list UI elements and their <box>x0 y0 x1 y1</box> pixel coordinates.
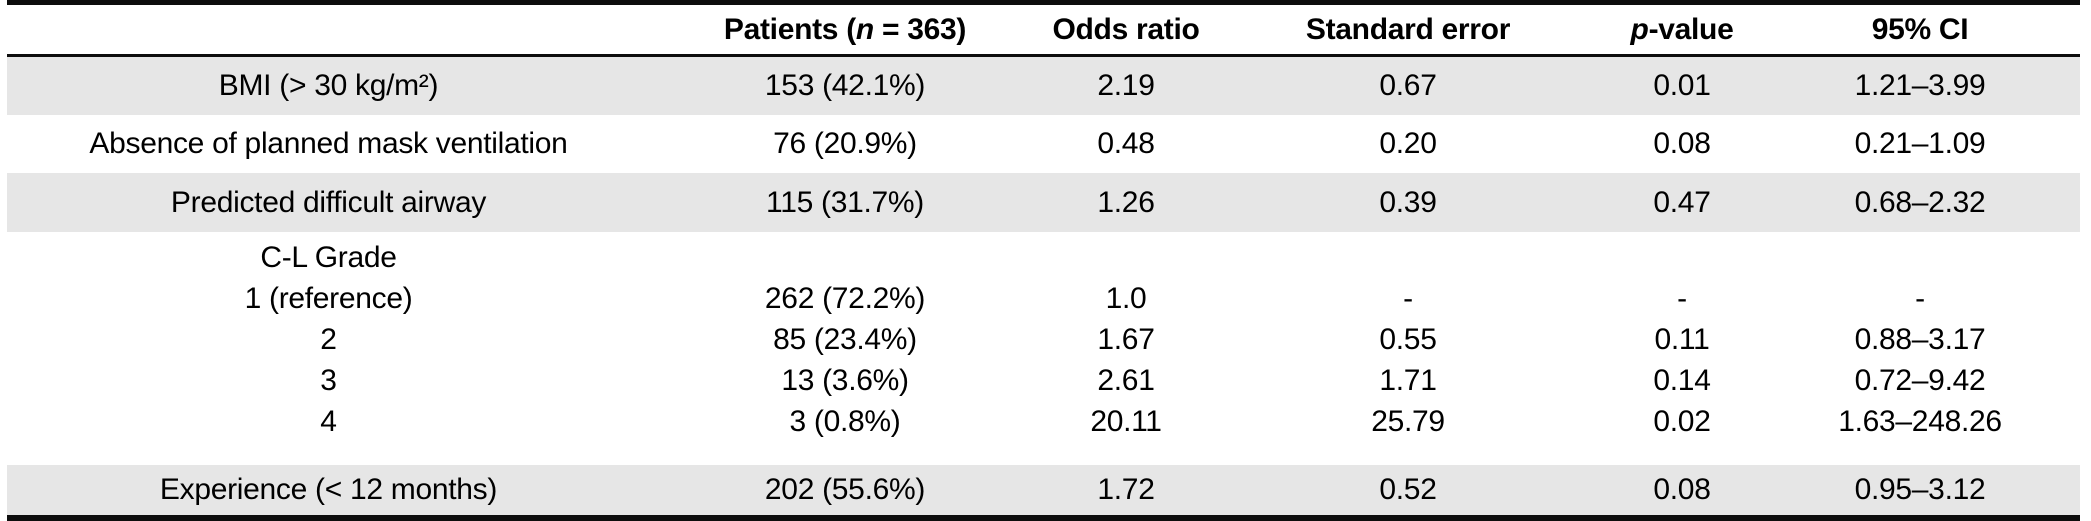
table-row-mask-ventilation: Absence of planned mask ventilation 76 (… <box>7 115 2080 173</box>
p-value-header-text: -value <box>1648 12 1734 46</box>
group-value-line: 0.72–9.42 <box>1854 364 1986 397</box>
group-value-line: 13 (3.6%) <box>781 364 909 397</box>
standard-error-cell: 0.52 <box>1212 465 1604 521</box>
odds-ratio-cell: 1.72 <box>1040 465 1212 521</box>
table-container: Patients (n = 363) Odds ratio Standard e… <box>7 0 2080 521</box>
group-value-line: 262 (72.2%) <box>764 282 926 315</box>
odds-ratio-cell: 2.19 <box>1040 55 1212 115</box>
group-value-line: 1.63–248.26 <box>1838 405 2002 438</box>
group-label-line: 4 <box>320 405 337 438</box>
p-value-header-p-italic: p <box>1630 12 1649 46</box>
patients-header-n-italic: n <box>855 12 874 46</box>
patients-cell: 115 (31.7%) <box>650 173 1040 232</box>
ci-cell: 0.68–2.32 <box>1760 173 2080 232</box>
col-header-odds-ratio: Odds ratio <box>1040 2 1212 57</box>
group-label-line: 3 <box>320 364 337 397</box>
p-value-cell: 0.01 <box>1604 55 1760 115</box>
patients-cell: 202 (55.6%) <box>650 465 1040 521</box>
group-value-line: - <box>1915 282 1925 315</box>
group-value-line <box>1760 237 2080 278</box>
patients-cell: 153 (42.1%) <box>650 55 1040 115</box>
table-row-bmi: BMI (> 30 kg/m²) 153 (42.1%) 2.19 0.67 0… <box>7 55 2080 115</box>
row-label: Experience (< 12 months) <box>7 465 650 521</box>
group-value-line <box>1040 237 1212 278</box>
group-value-line: 0.55 <box>1379 323 1437 356</box>
group-value-line: 1.67 <box>1097 323 1155 356</box>
group-label-line: 2 <box>320 323 337 356</box>
row-label: Absence of planned mask ventilation <box>7 115 650 173</box>
table-row-difficult-airway: Predicted difficult airway 115 (31.7%) 1… <box>7 173 2080 232</box>
col-header-p-value: p-value <box>1604 2 1760 57</box>
group-value-line: 1.71 <box>1379 364 1437 397</box>
header-row: Patients (n = 363) Odds ratio Standard e… <box>7 2 2080 57</box>
patients-cell-group: 262 (72.2%) 85 (23.4%) 13 (3.6%) 3 (0.8%… <box>650 232 1040 465</box>
group-value-line: 85 (23.4%) <box>773 323 917 356</box>
group-value-line <box>650 237 1040 278</box>
group-value-line: 25.79 <box>1371 405 1445 438</box>
ci-cell: 0.21–1.09 <box>1760 115 2080 173</box>
group-value-line: 0.11 <box>1654 323 1710 356</box>
ci-cell: 1.21–3.99 <box>1760 55 2080 115</box>
standard-error-cell: 0.20 <box>1212 115 1604 173</box>
group-value-line: 0.14 <box>1653 364 1711 397</box>
standard-error-cell: 0.39 <box>1212 173 1604 232</box>
group-value-line: - <box>1403 282 1413 315</box>
col-header-standard-error: Standard error <box>1212 2 1604 57</box>
ci-cell-group: - 0.88–3.17 0.72–9.42 1.63–248.26 <box>1760 232 2080 465</box>
patients-header-text: Patients ( <box>723 12 856 46</box>
group-value-line <box>1604 237 1760 278</box>
odds-ratio-cell: 1.26 <box>1040 173 1212 232</box>
p-value-cell: 0.08 <box>1604 115 1760 173</box>
group-value-line: 1.0 <box>1105 282 1147 315</box>
group-value-line: 20.11 <box>1090 405 1162 438</box>
table-row-experience: Experience (< 12 months) 202 (55.6%) 1.7… <box>7 465 2080 521</box>
group-value-line: 2.61 <box>1097 364 1155 397</box>
group-value-line: - <box>1677 282 1687 315</box>
col-header-patients: Patients (n = 363) <box>650 2 1040 57</box>
standard-error-cell: 0.67 <box>1212 55 1604 115</box>
odds-ratio-cell-group: 1.0 1.67 2.61 20.11 <box>1040 232 1212 465</box>
col-header-empty <box>7 2 650 57</box>
odds-ratio-cell: 0.48 <box>1040 115 1212 173</box>
group-label-line: 1 (reference) <box>244 282 413 315</box>
patients-header-count: = 363) <box>873 12 967 46</box>
group-value-line <box>1212 237 1604 278</box>
p-value-cell-group: - 0.11 0.14 0.02 <box>1604 232 1760 465</box>
group-value-line: 0.02 <box>1653 405 1711 438</box>
col-header-95-ci: 95% CI <box>1760 2 2080 57</box>
row-label: BMI (> 30 kg/m²) <box>7 55 650 115</box>
patients-cell: 76 (20.9%) <box>650 115 1040 173</box>
standard-error-cell-group: - 0.55 1.71 25.79 <box>1212 232 1604 465</box>
p-value-cell: 0.08 <box>1604 465 1760 521</box>
group-value-line: 3 (0.8%) <box>789 405 901 438</box>
row-label-group: C-L Grade 1 (reference) 2 3 4 <box>7 232 650 465</box>
row-label: Predicted difficult airway <box>7 173 650 232</box>
p-value-cell: 0.47 <box>1604 173 1760 232</box>
ci-cell: 0.95–3.12 <box>1760 465 2080 521</box>
logistic-regression-table: Patients (n = 363) Odds ratio Standard e… <box>7 0 2080 521</box>
group-value-line: 0.88–3.17 <box>1854 323 1986 356</box>
group-label-line: C-L Grade <box>260 241 397 274</box>
table-row-cl-grade-group: C-L Grade 1 (reference) 2 3 4 262 (72.2%… <box>7 232 2080 465</box>
